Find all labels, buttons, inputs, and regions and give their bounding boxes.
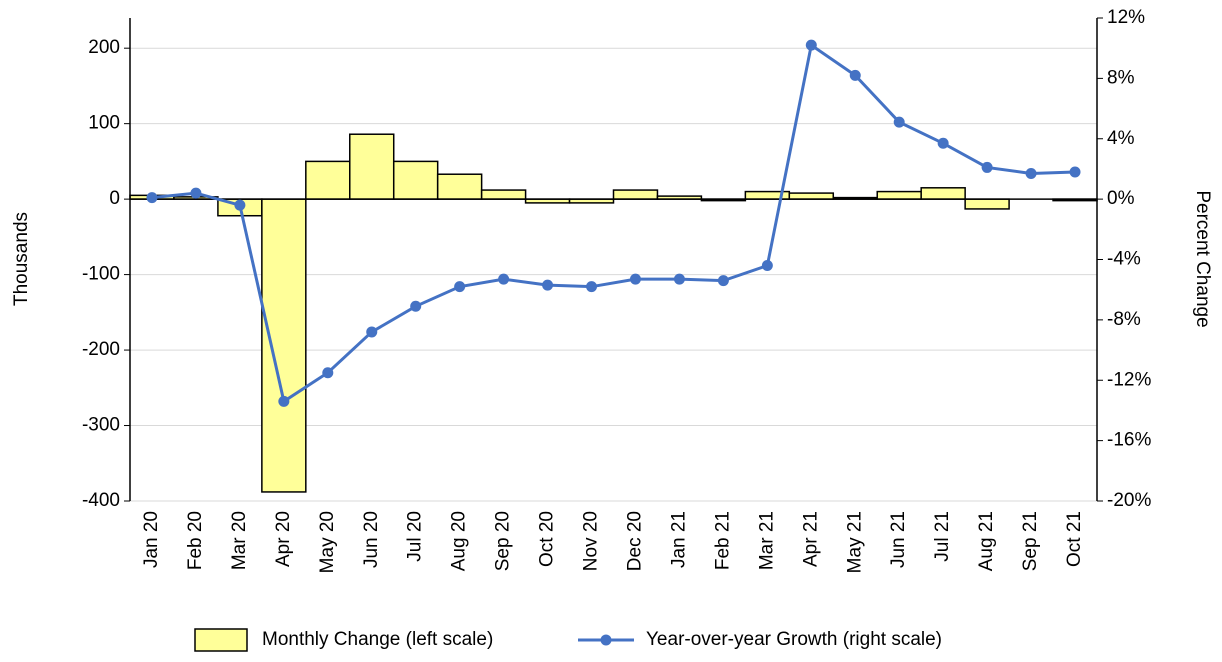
line-marker: [717, 275, 729, 287]
y2-tick-label: -20%: [1107, 490, 1151, 511]
x-tick-label: Sep 20: [493, 511, 514, 571]
bar: [349, 133, 395, 200]
line-marker: [937, 137, 949, 149]
x-tick-label: Feb 20: [185, 511, 206, 570]
y2-tick-label: -8%: [1107, 309, 1141, 330]
line-marker: [1025, 167, 1037, 179]
x-tick-label: May 21: [844, 511, 865, 573]
legend-label: Monthly Change (left scale): [262, 629, 493, 650]
line-marker: [981, 161, 993, 173]
x-tick-label: Feb 21: [712, 511, 733, 570]
x-tick-label: Oct 20: [537, 511, 558, 567]
y2-tick-label: 0%: [1107, 188, 1135, 209]
line-marker: [498, 273, 510, 285]
bar: [876, 190, 922, 200]
line-marker: [629, 273, 641, 285]
line-marker: [542, 279, 554, 291]
line: [151, 42, 1076, 404]
legend-swatch: [194, 628, 248, 652]
line-marker: [805, 39, 817, 51]
x-tick-label: Jun 21: [888, 511, 909, 568]
x-tick-label: Nov 20: [581, 511, 602, 571]
y-tick-label: 200: [88, 37, 120, 58]
line-marker: [366, 326, 378, 338]
line-marker: [278, 395, 290, 407]
bar: [612, 189, 659, 200]
line-marker: [586, 281, 598, 293]
line-marker: [234, 199, 246, 211]
legend-label: Year-over-year Growth (right scale): [646, 629, 942, 650]
legend-marker: [600, 634, 612, 646]
x-tick-label: Aug 21: [976, 511, 997, 571]
x-tick-label: Apr 20: [273, 511, 294, 567]
y-tick-label: -100: [82, 264, 120, 285]
x-tick-label: Jun 20: [361, 511, 382, 568]
y2-tick-label: 4%: [1107, 128, 1135, 149]
line-marker: [893, 116, 905, 128]
x-tick-label: Jul 21: [932, 511, 953, 562]
y2-tick-label: 8%: [1107, 67, 1135, 88]
y-tick-label: -400: [82, 490, 120, 511]
x-tick-label: Jan 20: [141, 511, 162, 568]
line-marker: [410, 300, 422, 312]
y-axis-title: Thousands: [11, 212, 32, 306]
y-tick-label: 100: [88, 113, 120, 134]
y-tick-label: 0: [109, 188, 120, 209]
line-marker: [454, 281, 466, 293]
x-tick-label: Aug 20: [449, 511, 470, 571]
bar: [392, 160, 439, 200]
bar: [920, 187, 966, 200]
bar: [436, 173, 483, 200]
x-tick-label: Jan 21: [668, 511, 689, 568]
line-marker: [673, 273, 685, 285]
x-tick-label: Mar 20: [229, 511, 250, 570]
x-tick-label: Sep 21: [1020, 511, 1041, 571]
y2-axis-title: Percent Change: [1192, 190, 1213, 327]
line-marker: [322, 367, 334, 379]
y-tick-label: -200: [82, 339, 120, 360]
line-marker: [190, 187, 202, 199]
line-marker: [761, 260, 773, 272]
bar: [964, 198, 1010, 210]
bar: [480, 189, 527, 200]
x-tick-label: Mar 21: [756, 511, 777, 570]
bar: [305, 160, 351, 200]
y2-tick-label: 12%: [1107, 7, 1145, 28]
line-marker: [849, 69, 861, 81]
bar: [788, 192, 835, 200]
x-tick-label: Jul 20: [405, 511, 426, 562]
x-tick-label: Apr 21: [800, 511, 821, 567]
y2-tick-label: -12%: [1107, 369, 1151, 390]
bar: [261, 198, 307, 493]
x-tick-label: Oct 21: [1064, 511, 1085, 567]
line-marker: [146, 192, 158, 204]
x-tick-label: Dec 20: [624, 511, 645, 571]
x-tick-label: May 20: [317, 511, 338, 573]
y2-tick-label: -4%: [1107, 249, 1141, 270]
y2-tick-label: -16%: [1107, 430, 1151, 451]
line-marker: [1069, 166, 1081, 178]
y-tick-label: -300: [82, 415, 120, 436]
